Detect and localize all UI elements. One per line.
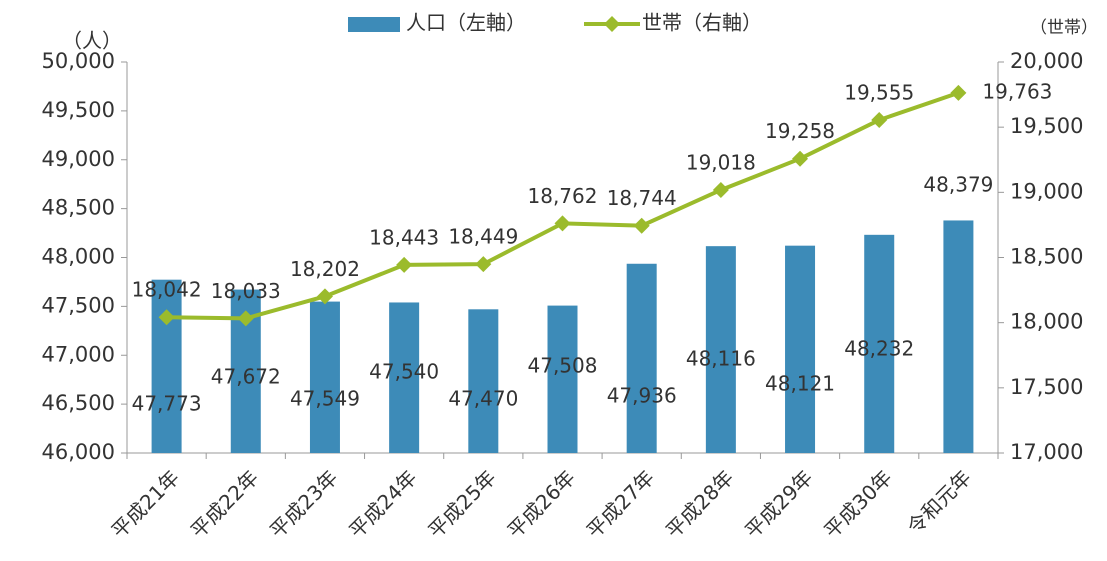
bar-value-label: 47,540: [369, 360, 439, 384]
line-value-label: 19,018: [686, 150, 756, 174]
y-tick-label: 46,000: [42, 440, 115, 464]
line-marker: [633, 217, 650, 234]
bar: [547, 305, 578, 453]
line-marker: [554, 215, 571, 232]
x-tick-label: 平成29年: [740, 465, 817, 542]
y2-tick-label: 17,500: [1010, 375, 1083, 399]
line-marker: [712, 181, 729, 198]
legend-swatch: [348, 17, 400, 32]
bar-value-label: 48,116: [686, 347, 756, 371]
y-tick-label: 47,500: [42, 293, 115, 317]
x-tick-label: 平成22年: [186, 465, 263, 542]
bar: [626, 263, 657, 453]
line-marker: [950, 84, 967, 101]
line-marker: [475, 256, 492, 273]
x-tick-label: 平成25年: [423, 465, 500, 542]
line-marker: [871, 111, 888, 128]
bar-value-label: 47,773: [132, 392, 202, 416]
bar: [705, 246, 736, 453]
bar-value-label: 48,232: [844, 337, 914, 361]
y-tick-label: 48,000: [42, 245, 115, 269]
line-marker: [396, 256, 413, 273]
line-value-label: 18,042: [132, 278, 202, 302]
bar: [785, 245, 816, 453]
line-value-label: 18,033: [211, 279, 281, 303]
bar-value-label: 47,508: [528, 354, 598, 378]
line-value-label: 18,202: [290, 257, 360, 281]
bar: [943, 220, 974, 453]
x-tick-label: 平成21年: [107, 465, 184, 542]
x-tick-label: 平成23年: [265, 465, 342, 542]
y-tick-label: 49,500: [42, 98, 115, 122]
x-tick-label: 令和元年: [902, 465, 976, 539]
line-marker: [237, 310, 254, 327]
line-value-label: 18,744: [607, 186, 677, 210]
bar-value-label: 47,470: [448, 387, 518, 411]
bar-value-label: 47,936: [607, 384, 677, 408]
y-axis-label: （人）: [62, 29, 122, 53]
bar: [389, 302, 420, 453]
x-tick-label: 平成24年: [344, 465, 421, 542]
bar: [151, 279, 182, 453]
line-value-label: 18,449: [448, 225, 518, 249]
line-value-label: 18,443: [369, 225, 439, 249]
bar-value-label: 47,672: [211, 365, 281, 389]
line-value-label: 19,555: [844, 80, 914, 104]
x-tick-label: 平成27年: [582, 465, 659, 542]
line-marker: [792, 150, 809, 167]
x-tick-label: 平成28年: [661, 465, 738, 542]
y-tick-label: 46,500: [42, 391, 115, 415]
bar-value-label: 48,121: [765, 372, 835, 396]
line-value-label: 18,762: [528, 184, 598, 208]
y-tick-label: 47,000: [42, 342, 115, 366]
bar: [468, 309, 499, 453]
y2-tick-label: 18,500: [1010, 245, 1083, 269]
line-marker: [158, 309, 175, 326]
x-tick-label: 平成26年: [503, 465, 580, 542]
y2-tick-label: 19,000: [1010, 179, 1083, 203]
legend-label: 人口（左軸）: [406, 11, 526, 35]
bar: [864, 234, 895, 453]
y-tick-label: 50,000: [42, 49, 115, 73]
y2-tick-label: 17,000: [1010, 440, 1083, 464]
y2-tick-label: 20,000: [1010, 49, 1083, 73]
bar: [309, 301, 340, 453]
bar-value-label: 48,379: [923, 173, 993, 197]
x-tick-label: 平成30年: [819, 465, 896, 542]
y2-tick-label: 19,500: [1010, 114, 1083, 138]
legend-label: 世帯（右軸）: [642, 11, 762, 35]
line-value-label: 19,763: [982, 79, 1052, 103]
line-value-label: 19,258: [765, 119, 835, 143]
legend-swatch: [604, 16, 620, 32]
bar-value-label: 47,549: [290, 387, 360, 411]
y-tick-label: 48,500: [42, 196, 115, 220]
y-tick-label: 49,000: [42, 147, 115, 171]
line-marker: [316, 288, 333, 305]
y2-tick-label: 18,000: [1010, 310, 1083, 334]
y2-axis-label: （世帯）: [1030, 18, 1098, 38]
